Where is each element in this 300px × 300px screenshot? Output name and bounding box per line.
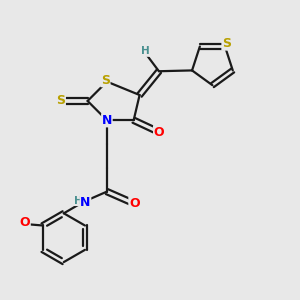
Text: O: O bbox=[129, 197, 140, 210]
Text: H: H bbox=[141, 46, 150, 56]
Text: N: N bbox=[80, 196, 91, 208]
Text: S: S bbox=[56, 94, 65, 107]
Text: H: H bbox=[74, 196, 83, 206]
Text: S: S bbox=[101, 74, 110, 87]
Text: S: S bbox=[222, 37, 231, 50]
Text: O: O bbox=[20, 216, 30, 229]
Text: O: O bbox=[154, 126, 164, 139]
Text: N: N bbox=[102, 114, 112, 127]
